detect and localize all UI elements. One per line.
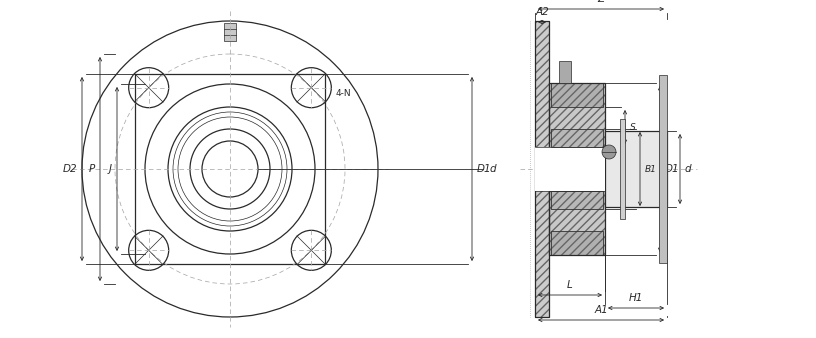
Bar (135, 74, 325, 264)
Bar (551, 83, 603, 107)
Bar (224, 23, 236, 41)
Text: A1: A1 (594, 305, 608, 315)
Bar (535, 21, 549, 317)
Bar (551, 83, 603, 107)
Bar (551, 231, 603, 255)
Text: B1: B1 (645, 165, 657, 173)
Bar (551, 191, 603, 209)
Bar (551, 129, 603, 147)
Text: P: P (89, 164, 95, 174)
Bar (620, 119, 625, 219)
Bar (605, 131, 667, 207)
Text: D1: D1 (665, 164, 680, 174)
Circle shape (602, 145, 616, 159)
Text: D2: D2 (62, 164, 77, 174)
Text: d: d (685, 164, 692, 174)
Bar (549, 83, 605, 255)
Text: A2: A2 (535, 7, 549, 17)
Text: J: J (109, 164, 112, 174)
Bar (549, 83, 605, 255)
Text: H1: H1 (629, 293, 643, 303)
Text: Z: Z (597, 0, 605, 4)
Bar (551, 129, 603, 147)
Bar (659, 75, 667, 263)
Text: S: S (630, 122, 636, 131)
Text: d: d (490, 164, 497, 174)
Bar (551, 191, 603, 209)
Bar (535, 147, 605, 191)
Bar (559, 61, 571, 83)
Bar (535, 21, 549, 317)
Text: L: L (567, 280, 573, 290)
Text: 4-N: 4-N (335, 89, 351, 98)
Bar (551, 231, 603, 255)
Text: D1: D1 (477, 164, 491, 174)
